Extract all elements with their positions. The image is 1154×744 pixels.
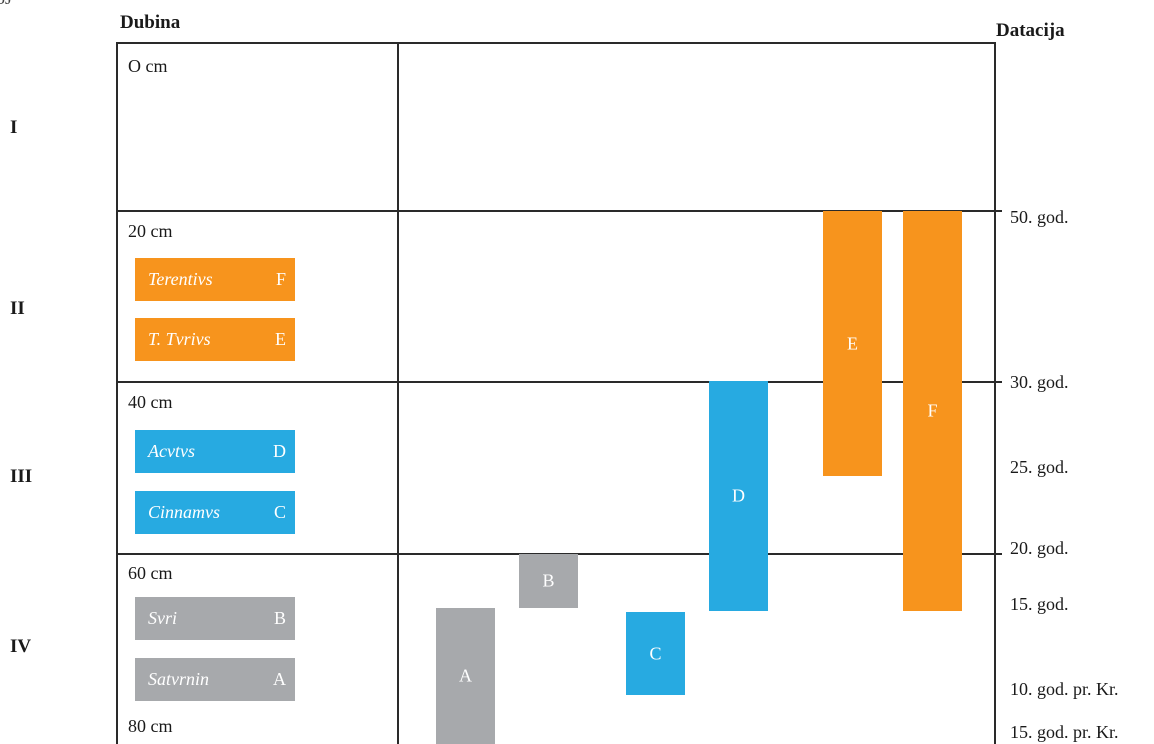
date-tick-50 <box>996 210 1002 212</box>
date-label-20: 20. god. <box>1010 538 1069 558</box>
date-label-10bc: 10. god. pr. Kr. <box>1010 679 1119 699</box>
legend-name: T. Tvrivs <box>148 329 211 349</box>
date-label-15: 15. god. <box>1010 594 1069 614</box>
legend-item-terentius: Terentivs F <box>135 258 295 301</box>
legend-name: Cinnamvs <box>148 502 220 522</box>
legend-item-cinnamus: Cinnamvs C <box>135 491 295 534</box>
layer-label-1: I <box>10 117 18 138</box>
range-bar-f: F <box>903 211 962 611</box>
range-bar-label: F <box>927 400 938 421</box>
legend-code: D <box>273 441 286 461</box>
legend-item-t-turius: T. Tvrivs E <box>135 318 295 361</box>
date-label-50: 50. god. <box>1010 207 1069 227</box>
depth-label-60: 60 cm <box>128 563 173 583</box>
range-bar-label: A <box>459 665 472 686</box>
legend-item-saturnin: Satvrnin A <box>135 658 295 701</box>
range-bar-label: D <box>732 485 745 506</box>
range-bar-d: D <box>709 381 768 611</box>
table-top-border <box>116 42 996 44</box>
legend-code: B <box>273 608 286 628</box>
legend-code: C <box>273 502 286 522</box>
range-bar-label: C <box>649 643 662 663</box>
range-bar-e: E <box>823 211 882 476</box>
date-tick-20 <box>996 553 1002 555</box>
corner-mark: 5J <box>0 0 12 9</box>
legend-code: F <box>275 269 286 289</box>
depth-column-title: Dubina <box>120 12 181 33</box>
table-right-border <box>994 42 996 744</box>
legend-name: Terentivs <box>148 269 213 289</box>
legend-name: Satvrnin <box>148 669 209 689</box>
legend-item-acutus: Acvtvs D <box>135 430 295 473</box>
legend-item-suri: Svri B <box>135 597 295 640</box>
layer-label-4: IV <box>10 636 32 657</box>
dating-column-title: Datacija <box>996 20 1065 41</box>
depth-label-20: 20 cm <box>128 221 173 241</box>
legend-name: Svri <box>148 608 177 628</box>
range-bar-a: A <box>436 608 495 744</box>
table-left-border <box>116 42 118 744</box>
range-bar-c: C <box>626 612 685 695</box>
layer-divider-20cm <box>116 210 996 212</box>
depth-label-0: O cm <box>128 56 168 76</box>
range-bar-label: E <box>847 333 858 353</box>
date-label-15bc: 15. god. pr. Kr. <box>1010 722 1119 742</box>
range-bar-b: B <box>519 554 578 608</box>
legend-code: A <box>273 669 286 689</box>
date-tick-30 <box>996 381 1002 383</box>
legend-name: Acvtvs <box>148 441 195 461</box>
column-divider <box>397 42 399 744</box>
depth-label-80: 80 cm <box>128 716 173 736</box>
date-label-30: 30. god. <box>1010 372 1069 392</box>
legend-code: E <box>275 329 286 349</box>
range-bar-label: B <box>542 570 555 591</box>
depth-label-40: 40 cm <box>128 392 173 412</box>
date-label-25: 25. god. <box>1010 457 1069 477</box>
layer-label-3: III <box>10 466 33 487</box>
layer-divider-40cm <box>116 381 996 383</box>
layer-label-2: II <box>10 298 25 319</box>
